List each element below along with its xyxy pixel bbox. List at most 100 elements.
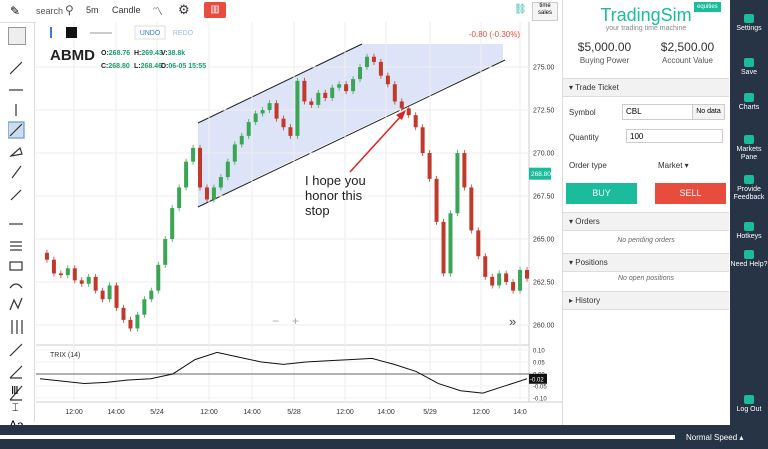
nav-icon xyxy=(744,14,754,23)
candle xyxy=(371,56,376,62)
undo[interactable]: UNDO xyxy=(140,30,161,37)
color-swatch[interactable] xyxy=(66,27,77,38)
candle xyxy=(490,276,495,286)
candle xyxy=(163,239,168,265)
progress-bar[interactable] xyxy=(0,435,675,439)
nav-label: Save xyxy=(741,69,757,76)
pencil-icon[interactable]: ✎ xyxy=(10,4,21,18)
y-tick-label: 270.00 xyxy=(533,151,555,158)
zoom-in[interactable]: + xyxy=(292,314,299,328)
badge: equities xyxy=(694,2,721,12)
positions-header[interactable]: ▾ Positions xyxy=(563,253,729,272)
measure-tool[interactable]: ⌶ xyxy=(12,402,19,414)
fib-tool[interactable]: Ⅲ xyxy=(11,385,19,397)
symbol-label: Symbol xyxy=(569,108,596,117)
quantity-input[interactable]: 100 xyxy=(626,129,723,143)
candle xyxy=(281,118,286,128)
orders: Orders xyxy=(575,217,600,226)
trix-line xyxy=(39,351,528,394)
x-tick-label: 12:00 xyxy=(65,409,83,416)
interval[interactable]: 5m xyxy=(86,5,99,15)
candle xyxy=(302,80,307,102)
nav-item[interactable]: Need Help? xyxy=(730,250,768,269)
candle xyxy=(239,135,244,145)
candle xyxy=(399,101,404,109)
quote-item: L:268.46 xyxy=(134,63,162,70)
candle xyxy=(316,92,321,105)
quote-item: H:269.43 xyxy=(134,50,163,57)
y-tick-label: 262.50 xyxy=(533,280,555,287)
nav-item[interactable]: Settings xyxy=(730,14,768,33)
candle xyxy=(177,187,182,209)
trade-ticket-header[interactable]: ▾ Trade Ticket xyxy=(563,78,729,97)
indicator-icon[interactable]: 〽 xyxy=(152,6,163,18)
candle xyxy=(309,101,314,105)
quote-key: H: xyxy=(134,50,141,57)
x-tick-label: 12:00 xyxy=(472,409,490,416)
candle xyxy=(58,273,63,276)
candle xyxy=(413,115,418,128)
quote-item: D:06-05 15:55 xyxy=(161,63,206,70)
zoom-out[interactable]: − xyxy=(272,314,279,328)
candle xyxy=(135,314,140,329)
search[interactable]: search xyxy=(36,6,64,16)
tool-icons xyxy=(8,61,25,401)
redo[interactable]: REDO xyxy=(173,30,194,37)
color-swatch[interactable] xyxy=(50,27,52,38)
candle xyxy=(351,79,356,92)
scroll-end[interactable]: » xyxy=(509,314,516,329)
candle xyxy=(246,122,251,136)
trix-tick-label: 0.10 xyxy=(533,349,545,355)
candle xyxy=(288,127,293,136)
candle xyxy=(385,75,390,85)
x-tick-label: 5/28 xyxy=(287,409,301,416)
quote-value: 06-05 15:55 xyxy=(168,63,206,70)
time-sales[interactable]: time sales xyxy=(532,2,558,21)
candle xyxy=(93,276,98,291)
no-data: No data xyxy=(692,104,725,120)
sell-button[interactable]: SELL xyxy=(655,183,726,204)
x-tick-label: 14:00 xyxy=(107,409,125,416)
candle xyxy=(218,177,223,188)
quote-value: 268.80 xyxy=(108,63,130,70)
candle xyxy=(128,319,133,329)
search-icon[interactable]: ⚲ xyxy=(65,3,74,17)
y-tick-label: 272.50 xyxy=(533,108,555,115)
bank-button[interactable]: ▥ xyxy=(204,2,226,18)
crosshair-tool[interactable] xyxy=(8,27,26,45)
candle xyxy=(469,187,474,231)
nav-item[interactable]: Log Out xyxy=(730,395,768,414)
nav-item[interactable]: Provide Feedback xyxy=(730,175,768,202)
undo-button[interactable] xyxy=(134,25,166,40)
candle xyxy=(504,273,509,283)
orders-header[interactable]: ▾ Orders xyxy=(563,212,729,231)
candle xyxy=(156,264,161,291)
nav-item[interactable]: Charts xyxy=(730,93,768,112)
nav-icon xyxy=(744,93,754,102)
settings-icon[interactable]: ⚙ xyxy=(178,2,190,17)
x-tick-label: 14:0 xyxy=(513,409,527,416)
nav-item[interactable]: Hotkeys xyxy=(730,222,768,241)
nav-label: Hotkeys xyxy=(736,233,762,240)
nav-item[interactable]: Markets Pane xyxy=(730,135,768,162)
quote-value: 268.76 xyxy=(109,50,131,57)
candle xyxy=(476,230,481,257)
quote-value: 268.46 xyxy=(141,63,163,70)
positions-empty: No open positions xyxy=(617,275,675,282)
quote-key: D: xyxy=(161,63,168,70)
annotation-arrow xyxy=(349,114,403,173)
link-icon[interactable]: ⛓ xyxy=(514,4,527,15)
channel-fill xyxy=(198,44,503,207)
x-tick-label: 5/24 xyxy=(150,409,164,416)
account-value: $2,500.00 xyxy=(660,40,715,54)
candle xyxy=(441,221,446,274)
speed[interactable]: Normal Speed ▴ xyxy=(686,433,744,442)
nav-item[interactable]: Save xyxy=(730,58,768,77)
history-header[interactable]: ▸ History xyxy=(563,291,729,310)
candle xyxy=(198,147,203,188)
symbol-input[interactable]: CBL xyxy=(622,104,693,120)
order-type[interactable]: Market ▾ xyxy=(658,161,689,170)
chart-style[interactable]: Candle xyxy=(112,5,141,15)
buy-button[interactable]: BUY xyxy=(566,183,637,204)
